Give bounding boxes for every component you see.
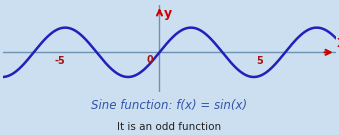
- Text: It is an odd function: It is an odd function: [117, 122, 222, 132]
- Text: X: X: [337, 37, 339, 50]
- Text: y: y: [163, 7, 172, 20]
- Text: Sine function: f(x) = sin(x): Sine function: f(x) = sin(x): [92, 99, 247, 112]
- Text: 0: 0: [147, 55, 154, 65]
- Text: -5: -5: [54, 56, 65, 66]
- Text: 5: 5: [256, 56, 263, 66]
